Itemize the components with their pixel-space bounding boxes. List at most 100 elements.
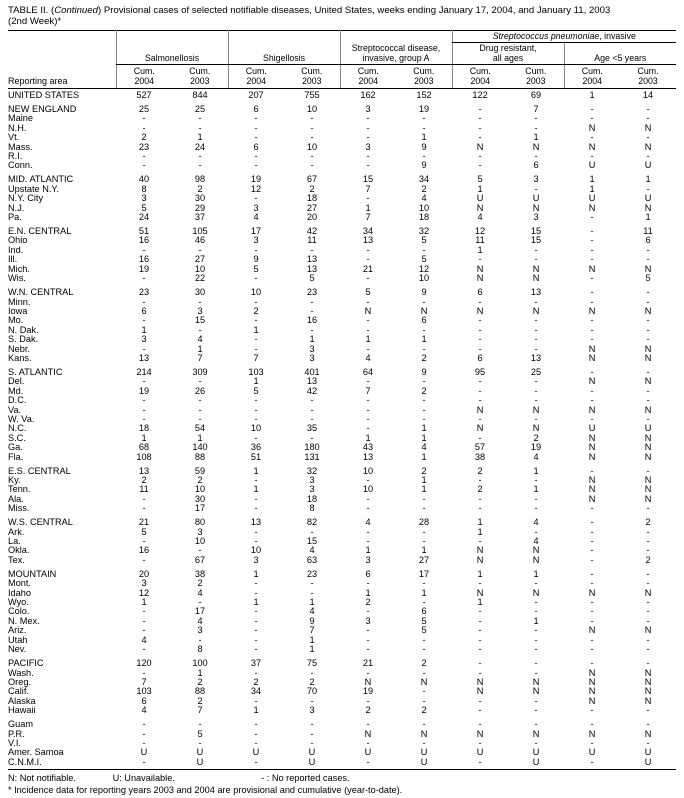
value-cell: 37 [194,212,206,223]
value-cell: U [196,756,204,767]
table-row: Ill. 16 27 9 13 - 5 - - - - [8,254,676,264]
value-cell: - [422,526,426,537]
value-cell: - [590,104,594,114]
value-cell: - [142,503,146,514]
reporting-area-cell: Mo. [8,315,24,326]
value-cell: 120 [136,658,152,669]
value-cell: - [142,315,146,326]
value-cell: 2 [197,183,203,194]
value-cell: 1 [365,202,371,213]
value-cell: - [478,756,482,767]
value-cell: - [534,597,538,608]
value-cell: - [478,324,482,335]
value-cell: - [646,395,650,406]
value-cell: - [534,113,538,124]
value-cell: - [366,625,370,636]
reporting-area-cell: Mass. [8,141,33,152]
value-cell: - [590,273,594,284]
column-header-cum-2004: Cum. 2004 [563,64,621,89]
value-cell: 3 [533,212,539,223]
value-cell: 3 [197,526,203,537]
value-cell: - [198,395,202,406]
value-cell: 2 [365,597,371,608]
value-cell: - [646,296,650,307]
value-cell: 103 [248,366,264,377]
value-cell: 1 [477,183,483,194]
value-cell: 1 [365,545,371,556]
value-cell: - [534,719,538,730]
value-cell: N [588,141,596,152]
value-cell: N [644,587,652,598]
value-cell: - [366,423,370,434]
value-cell: N [644,404,652,415]
value-cell: - [646,287,650,298]
reporting-area-cell: W.N. CENTRAL [8,287,74,298]
value-cell: 4 [141,634,147,645]
value-cell: - [646,183,650,194]
reporting-area-cell: Ga. [8,442,23,453]
value-cell: N [588,625,596,636]
column-header-cum-2003: Cum. 2003 [172,64,228,89]
value-cell: 5 [253,385,259,396]
value-cell: - [422,667,426,678]
value-cell: 9 [421,141,427,152]
value-cell: 1 [309,597,315,608]
value-cell: - [366,719,370,730]
reporting-area-cell: La. [8,536,21,547]
value-cell: - [534,644,538,655]
value-cell: 42 [306,385,318,396]
value-cell: - [142,554,146,565]
table-row: Vt. 2 1 - - - 1 - 1 - - [8,132,676,143]
value-cell: - [590,465,594,476]
value-cell: U [588,423,596,434]
value-cell: - [310,113,314,124]
value-cell: - [646,465,650,476]
value-cell: 1 [421,432,427,443]
table-row: N. Mex. - 4 - 9 3 5 - 1 - - [8,616,676,626]
value-cell: - [590,503,594,514]
value-cell: - [534,634,538,645]
value-cell: - [534,324,538,335]
value-cell: - [254,493,258,504]
reporting-area-cell: Alaska [8,695,36,706]
value-cell: 7 [141,676,147,687]
value-cell: 1 [309,644,315,655]
value-cell: N [588,676,596,687]
value-cell: - [366,296,370,307]
reporting-area-cell: Ohio [8,235,28,246]
value-cell: 1 [533,132,539,143]
value-cell: - [366,493,370,504]
value-cell: 23 [306,287,318,298]
strep-pneumoniae-name: Streptococcus pneumoniae [492,31,600,41]
value-cell: 1 [533,568,539,579]
value-cell: 10 [418,273,430,284]
value-cell: 1 [421,484,427,495]
column-header-cum-2004: Cum. 2004 [339,64,396,89]
value-cell: 22 [194,273,206,284]
table-row: S. ATLANTIC 214 309 103 401 64 9 95 25 - - [8,363,676,377]
table-row: Ariz. - 3 - 7 - 5 - - N N [8,625,676,636]
value-cell: - [422,719,426,730]
value-cell: 844 [192,90,208,100]
value-cell: - [590,606,594,617]
value-cell: 2 [197,578,203,589]
reporting-area-cell: Del. [8,376,25,387]
column-header-cum-2003: Cum. 2003 [396,64,453,89]
value-cell: 2 [477,465,483,476]
value-cell: - [590,334,594,345]
value-cell: - [646,324,650,335]
value-cell: 5 [645,273,651,284]
value-cell: - [254,244,258,255]
value-cell: N [420,728,428,739]
value-cell: 13 [306,376,318,387]
value-cell: N [644,343,652,354]
table-row: Ind. - - - - - - 1 - - - [8,244,676,255]
value-cell: - [646,526,650,537]
table-body: UNITED STATES 527 844 207 755 162 152 122 69 1 14 N… [8,89,676,770]
value-cell: N [588,202,596,213]
value-cell: 9 [421,366,427,377]
value-cell: - [534,578,538,589]
value-cell: N [644,305,652,316]
value-cell: 13 [530,352,542,363]
value-cell: - [478,493,482,504]
